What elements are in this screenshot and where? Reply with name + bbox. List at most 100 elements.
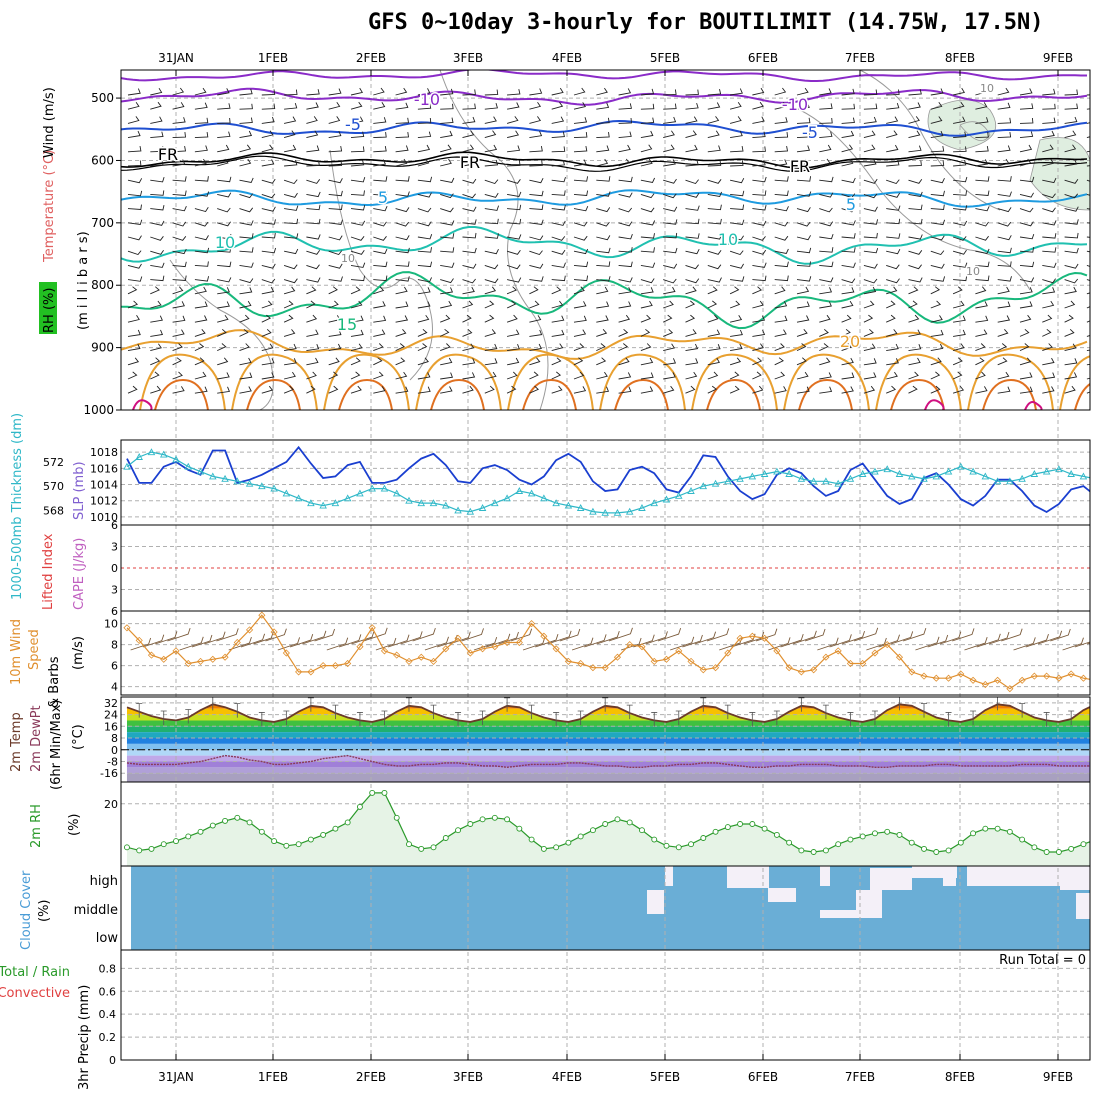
wind-barb [1019, 386, 1033, 394]
wind-barb [217, 192, 232, 198]
rh-marker [209, 822, 216, 829]
wind-barb [841, 328, 851, 337]
wind10-ylabel-1: 10m Wind [9, 619, 24, 685]
wind-barb [886, 159, 900, 167]
wind-barb [796, 221, 811, 227]
rh-marker [798, 847, 805, 854]
wind-barb [440, 177, 455, 184]
wind-barb [127, 146, 142, 153]
wind10-marker [711, 664, 720, 672]
wind-barb [953, 131, 967, 139]
wind-barb [819, 386, 833, 394]
wind-barb [395, 286, 408, 295]
wind-barb [172, 190, 187, 196]
wind10-marker [761, 634, 769, 642]
isotherm-25 [507, 353, 594, 410]
thickness-marker [724, 477, 732, 485]
contour-label: -10 [782, 95, 808, 114]
wind-barb [685, 130, 697, 139]
wind-barb [752, 116, 765, 124]
wind10-barb [645, 631, 668, 645]
wind-barb [417, 357, 429, 366]
wind-barb [283, 179, 298, 185]
thickness-marker [552, 499, 560, 507]
wind-barb [261, 372, 275, 380]
wind-barb [997, 247, 1012, 254]
wind-barb [127, 276, 143, 282]
rh-marker [688, 841, 694, 848]
wind-barb [796, 315, 810, 323]
wind-barb [506, 385, 517, 394]
wind-barb [796, 102, 810, 110]
wind-barb [194, 117, 209, 124]
temp-band [126, 749, 1090, 756]
wind-barb [1064, 130, 1077, 139]
wind-barb [707, 204, 722, 211]
wind-barb [841, 144, 854, 153]
rh-contour-fill [959, 121, 991, 142]
minmax-bar [899, 697, 900, 711]
wind-barb [707, 160, 722, 167]
wind10-marker [564, 657, 572, 665]
wind-barb [328, 88, 342, 96]
wind-barb [261, 193, 276, 199]
wind-barb [707, 286, 718, 295]
thickness-tick-label: 568 [43, 504, 64, 517]
wind-barb [796, 286, 810, 295]
wind-barb [150, 286, 160, 295]
wind-barb [707, 179, 722, 184]
wind-barb [440, 233, 455, 239]
wind-barb [261, 116, 275, 124]
wind-barb [350, 159, 365, 167]
rh-marker [712, 828, 719, 835]
wind-barb [730, 88, 743, 96]
wind-barb [908, 88, 922, 96]
wind-barb [640, 300, 653, 309]
wind-barb [306, 204, 321, 211]
minmax-bar [234, 703, 241, 718]
rh-ylabel: 2m RH [29, 804, 44, 848]
wind-barb [306, 329, 319, 337]
wind-barb [217, 88, 230, 96]
wind-barb [261, 130, 274, 139]
rh-marker [724, 824, 731, 831]
wind-barb [886, 371, 898, 380]
thickness-marker [1093, 476, 1099, 482]
wind-barb [440, 343, 451, 352]
thickness-marker [564, 501, 573, 509]
minmax-bar [504, 697, 511, 712]
wind10-marker [1093, 677, 1099, 683]
rh-marker [663, 842, 670, 849]
contour-label: 10 [341, 252, 355, 265]
isotherm-20 [121, 329, 1088, 360]
slp-ylabel: SLP (mb) [72, 461, 87, 520]
wind10-barb [596, 630, 620, 645]
wind-barb [930, 343, 944, 352]
isotherm-25 [875, 353, 962, 410]
wind-barb [328, 286, 338, 295]
wind-barb [284, 233, 299, 239]
wind-barb [417, 386, 431, 394]
wind-barb [596, 247, 611, 254]
wind-barb [529, 88, 543, 96]
wind-barb [796, 343, 807, 352]
thickness-marker [969, 467, 977, 475]
minmax-bar [185, 709, 192, 724]
wind-barb [350, 371, 361, 380]
wind-barb [373, 275, 388, 282]
wind-barb [239, 247, 254, 253]
wind-barb [841, 300, 854, 309]
wind10-barb [1013, 637, 1036, 651]
wind10-barb [780, 633, 804, 648]
wind-barb [350, 236, 365, 241]
rh-marker [504, 816, 511, 823]
wind-barb [573, 146, 588, 153]
rh-contour-line [329, 149, 433, 381]
li-tick-label: 3 [111, 584, 118, 597]
wind-barb [551, 159, 565, 167]
wind-barb [886, 385, 897, 394]
rh-marker [1055, 849, 1062, 855]
wind-barb [1042, 177, 1057, 184]
thickness-marker [957, 462, 965, 470]
thickness-marker [245, 479, 254, 487]
